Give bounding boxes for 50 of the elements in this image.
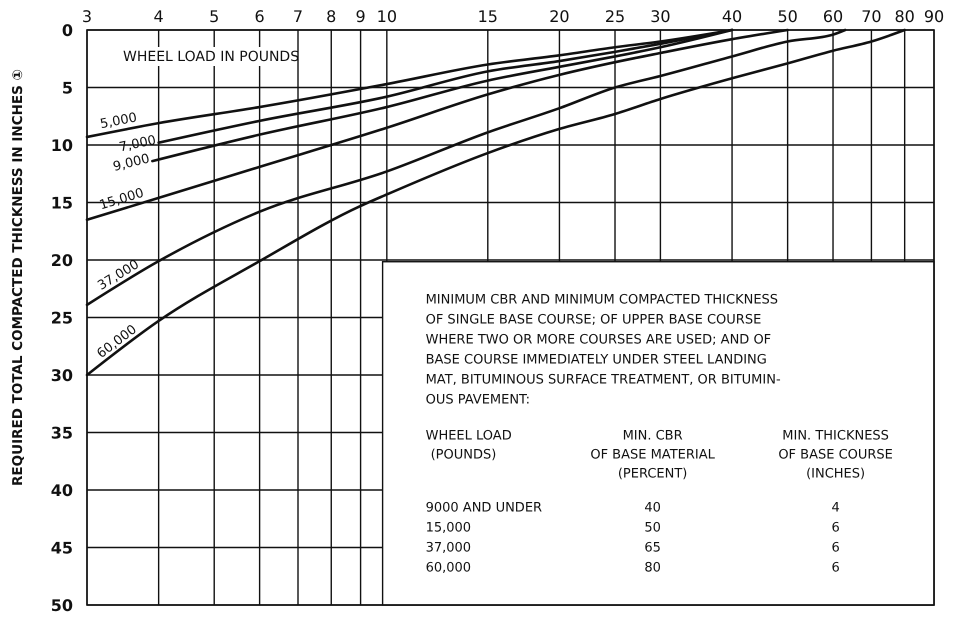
x-tick-label: 30 (650, 7, 671, 26)
y-tick-label: 35 (50, 424, 73, 442)
x-tick-label: 70 (861, 7, 882, 26)
x-tick-label: 6 (254, 7, 265, 26)
annotation: WHEEL LOAD (POUNDS) (426, 428, 512, 463)
annotation: 40 (644, 500, 661, 516)
x-tick-label: 15 (478, 7, 498, 26)
y-tick-label: 15 (50, 194, 73, 212)
y-tick-label: 20 (50, 251, 73, 270)
annotation: 6 (831, 560, 840, 576)
y-tick-label: 40 (50, 481, 73, 500)
annotation: 60,000 (426, 560, 472, 576)
annotation: 37,000 (426, 540, 472, 556)
annotation: MINIMUM CBR AND MINIMUM COMPACTED THICKNESS OF SINGLE BASE COURSE; OF UPPER BASE COURSE WHERE TWO OR MORE COURSES ARE USED; AND OF BASE COURSE IMMEDIATELY UNDER STEEL LANDING MAT, BITUMINOUS SURFACE TREATMENT, OR BITUMIN- OUS PAVEMENT: (426, 292, 781, 408)
x-tick-label: 10 (376, 7, 398, 26)
x-tick-label: 3 (82, 7, 92, 26)
annotation: 15,000 (426, 520, 472, 536)
x-tick-label: 80 (894, 7, 915, 26)
x-tick-label: 9 (355, 7, 366, 26)
text: 9,000 (112, 151, 152, 175)
annotation: 65 (644, 540, 661, 556)
y-tick-label: 10 (50, 136, 73, 155)
y-tick-label: 25 (50, 308, 73, 328)
x-tick-label: 8 (326, 7, 336, 26)
annotation: MIN. CBR OF BASE MATERIAL (PERCENT) (590, 428, 716, 482)
x-tick-label: 5 (209, 7, 220, 26)
text: 15,000 (98, 186, 146, 214)
x-tick-label: 4 (154, 7, 164, 26)
annotation: 80 (644, 560, 661, 576)
annotation: 4 (831, 500, 840, 516)
annotation: MIN. THICKNESS OF BASE COURSE (INCHES) (778, 428, 893, 482)
y-tick-label: 5 (62, 78, 73, 98)
annotation: 50 (644, 520, 661, 536)
y-tick-label: 30 (50, 366, 73, 385)
x-tick-label: 50 (777, 7, 798, 26)
x-tick-label: 90 (924, 7, 944, 26)
x-tick-label: 20 (549, 7, 570, 26)
annotation: 6 (831, 520, 840, 536)
y-tick-label: 45 (50, 538, 73, 558)
x-tick-label: 40 (722, 7, 742, 26)
annotation: 9000 AND UNDER (426, 500, 542, 516)
y-tick-label: 50 (50, 596, 73, 615)
text: 5,000 (98, 110, 138, 132)
x-tick-label: 60 (822, 7, 844, 26)
x-tick-label: 25 (604, 7, 626, 26)
x-tick-label: 7 (292, 7, 304, 26)
y-tick-label: 0 (62, 21, 73, 40)
y-axis-title: REQUIRED TOTAL COMPACTED THICKNESS IN INCHES ① (10, 69, 26, 486)
legend-title: WHEEL LOAD IN POUNDS (123, 49, 300, 65)
annotation: 6 (831, 540, 840, 556)
